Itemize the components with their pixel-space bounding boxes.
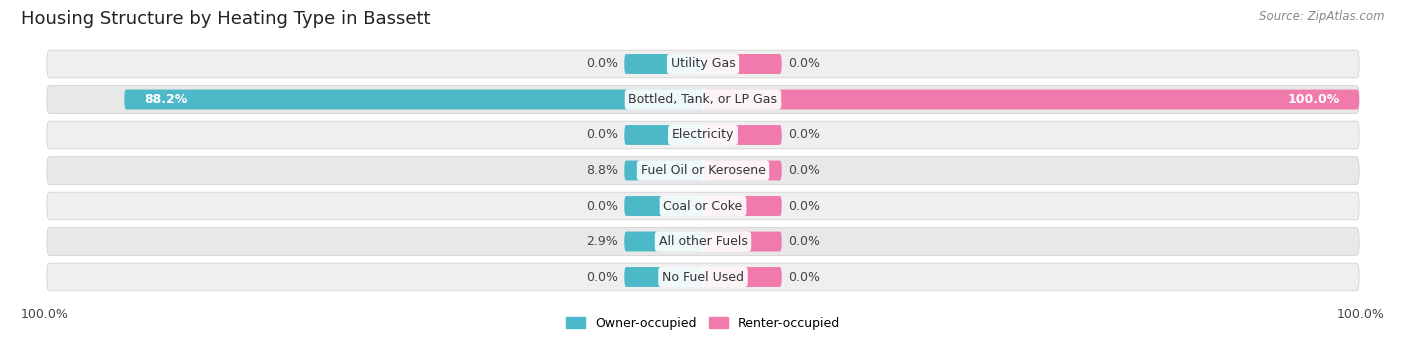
FancyBboxPatch shape	[624, 232, 703, 251]
Text: 0.0%: 0.0%	[789, 235, 820, 248]
Text: Bottled, Tank, or LP Gas: Bottled, Tank, or LP Gas	[628, 93, 778, 106]
Text: No Fuel Used: No Fuel Used	[662, 270, 744, 283]
FancyBboxPatch shape	[624, 161, 703, 180]
FancyBboxPatch shape	[703, 232, 782, 251]
Text: 100.0%: 100.0%	[1288, 93, 1340, 106]
Text: 0.0%: 0.0%	[789, 164, 820, 177]
FancyBboxPatch shape	[46, 263, 1360, 291]
FancyBboxPatch shape	[703, 267, 782, 287]
Text: Fuel Oil or Kerosene: Fuel Oil or Kerosene	[641, 164, 765, 177]
Legend: Owner-occupied, Renter-occupied: Owner-occupied, Renter-occupied	[561, 312, 845, 335]
Text: All other Fuels: All other Fuels	[658, 235, 748, 248]
Text: 100.0%: 100.0%	[21, 308, 69, 321]
FancyBboxPatch shape	[46, 192, 1360, 220]
FancyBboxPatch shape	[624, 196, 703, 216]
FancyBboxPatch shape	[624, 54, 703, 74]
Text: Source: ZipAtlas.com: Source: ZipAtlas.com	[1260, 10, 1385, 23]
FancyBboxPatch shape	[624, 267, 703, 287]
Text: 0.0%: 0.0%	[789, 270, 820, 283]
Text: 100.0%: 100.0%	[1337, 308, 1385, 321]
Text: 8.8%: 8.8%	[586, 164, 617, 177]
Text: Coal or Coke: Coal or Coke	[664, 199, 742, 212]
Text: 88.2%: 88.2%	[143, 93, 187, 106]
Text: Utility Gas: Utility Gas	[671, 58, 735, 71]
Text: 2.9%: 2.9%	[586, 235, 617, 248]
FancyBboxPatch shape	[703, 90, 1360, 109]
FancyBboxPatch shape	[703, 54, 782, 74]
Text: 0.0%: 0.0%	[789, 199, 820, 212]
Text: 0.0%: 0.0%	[586, 58, 617, 71]
Text: 0.0%: 0.0%	[586, 199, 617, 212]
FancyBboxPatch shape	[703, 196, 782, 216]
FancyBboxPatch shape	[124, 90, 703, 109]
Text: 0.0%: 0.0%	[586, 270, 617, 283]
FancyBboxPatch shape	[703, 161, 782, 180]
FancyBboxPatch shape	[703, 125, 782, 145]
FancyBboxPatch shape	[46, 121, 1360, 149]
Text: 0.0%: 0.0%	[789, 129, 820, 142]
Text: Electricity: Electricity	[672, 129, 734, 142]
Text: Housing Structure by Heating Type in Bassett: Housing Structure by Heating Type in Bas…	[21, 10, 430, 28]
FancyBboxPatch shape	[624, 125, 703, 145]
Text: 0.0%: 0.0%	[586, 129, 617, 142]
FancyBboxPatch shape	[46, 86, 1360, 113]
Text: 0.0%: 0.0%	[789, 58, 820, 71]
FancyBboxPatch shape	[46, 228, 1360, 255]
FancyBboxPatch shape	[46, 157, 1360, 184]
FancyBboxPatch shape	[46, 50, 1360, 78]
